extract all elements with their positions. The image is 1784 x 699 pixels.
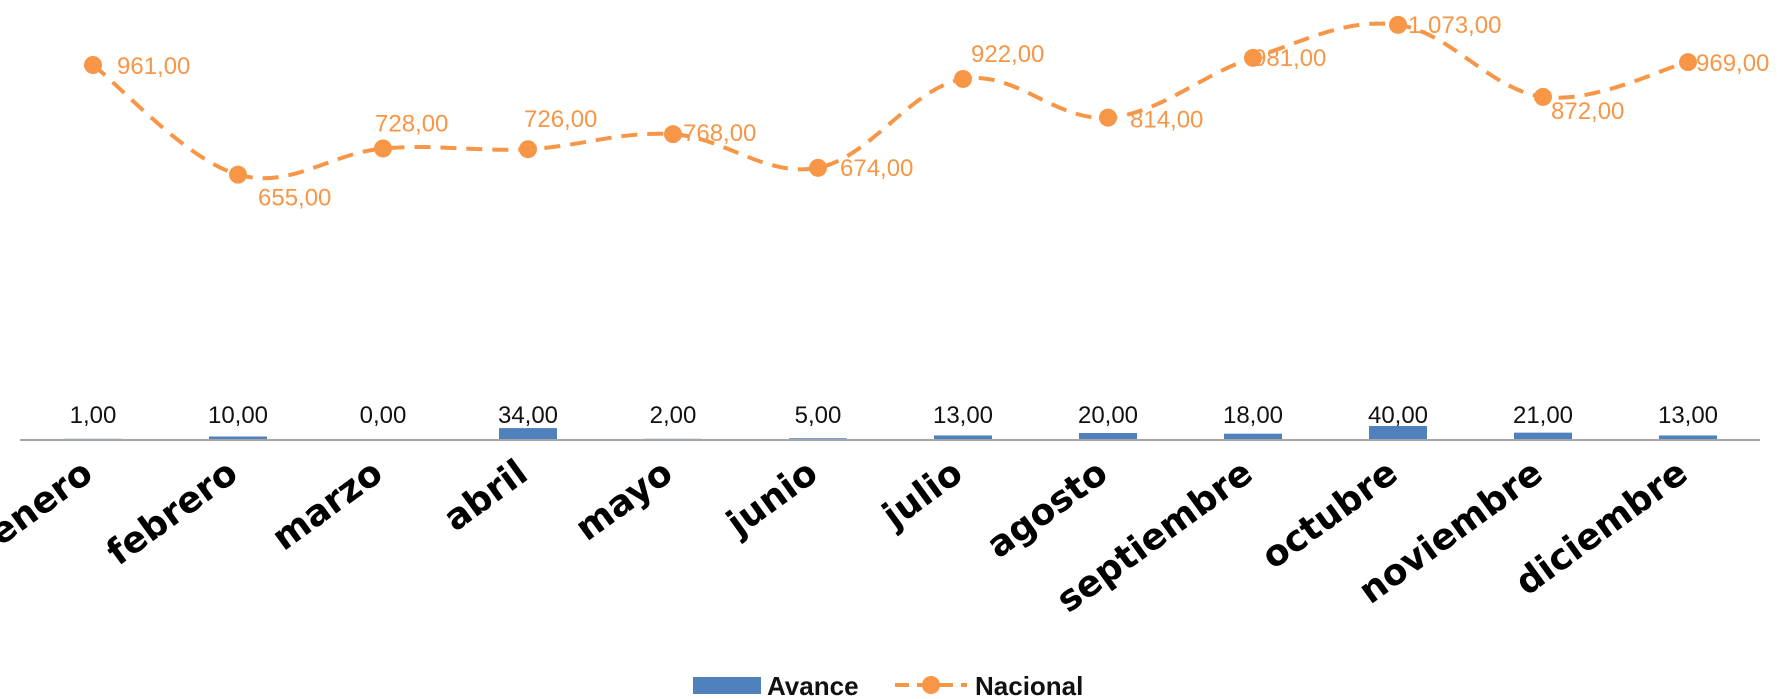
line-label-abril: 726,00 [524,106,597,133]
category-labels: enero febrero marzo abril mayo junio julio agos… [0,452,1695,621]
bar-diciembre [1659,435,1717,440]
bar-abril [499,428,557,440]
bar-noviembre [1514,432,1572,440]
bar-series-avance [64,426,1717,440]
marker-enero [84,56,102,74]
marker-diciembre [1679,53,1697,72]
line-label-agosto: 814,00 [1130,107,1203,134]
line-label-diciembre: 969,00 [1696,50,1769,77]
line-label-mayo: 768,00 [683,120,756,147]
legend-label-avance: Avance [767,671,859,699]
line-label-junio: 674,00 [840,155,913,182]
bar-octubre [1369,426,1427,440]
line-label-enero: 961,00 [117,53,190,80]
category-label-febrero: febrero [99,452,245,574]
bar-label-mayo: 2,00 [650,402,697,429]
line-data-labels: 961,00 655,00 728,00 726,00 768,00 674,00 922,… [117,12,1769,212]
category-label-abril: abril [436,452,535,540]
bar-septiembre [1224,433,1282,440]
marker-agosto [1099,108,1117,127]
category-label-marzo: marzo [265,452,390,559]
line-label-febrero: 655,00 [258,185,331,212]
bar-label-agosto: 20,00 [1078,402,1138,429]
category-label-mayo: mayo [568,452,680,549]
bar-label-octubre: 40,00 [1368,402,1428,429]
legend-label-nacional: Nacional [975,671,1083,699]
category-label-agosto: agosto [979,452,1115,566]
category-label-julio: julio [874,452,970,538]
category-label-junio: junio [718,452,825,546]
bar-label-enero: 1,00 [70,402,117,429]
bar-label-marzo: 0,00 [360,402,407,429]
marker-marzo [374,139,392,158]
marker-octubre [1389,15,1407,34]
line-label-noviembre: 872,00 [1551,98,1624,125]
bar-label-julio: 13,00 [933,402,993,429]
line-markers [84,15,1697,184]
marker-septiembre [1244,48,1262,67]
bar-label-febrero: 10,00 [208,402,268,429]
marker-abril [519,140,537,159]
bar-label-diciembre: 13,00 [1658,402,1718,429]
marker-mayo [664,125,682,144]
line-label-julio: 922,00 [971,41,1044,68]
line-label-octubre: 1.073,00 [1408,12,1501,39]
marker-febrero [229,165,247,184]
legend: Avance Nacional [693,671,1083,699]
marker-noviembre [1534,87,1552,106]
bar-label-septiembre: 18,00 [1223,402,1283,429]
legend-swatch-avance [693,677,761,694]
bar-data-labels: 1,00 10,00 0,00 34,00 2,00 5,00 13,00 20,00 18,0… [70,402,1718,429]
marker-junio [809,158,827,177]
bar-julio [934,435,992,440]
bar-label-noviembre: 21,00 [1513,402,1573,429]
line-series-nacional [91,21,1689,181]
line-label-marzo: 728,00 [375,110,448,137]
bar-label-abril: 34,00 [498,402,558,429]
marker-julio [954,69,972,88]
line-label-septiembre: 981,00 [1253,45,1326,72]
category-label-enero: enero [0,452,100,554]
bar-agosto [1079,433,1137,440]
bar-label-junio: 5,00 [795,402,842,429]
bar-febrero [209,436,267,440]
legend-marker-nacional [922,676,940,694]
